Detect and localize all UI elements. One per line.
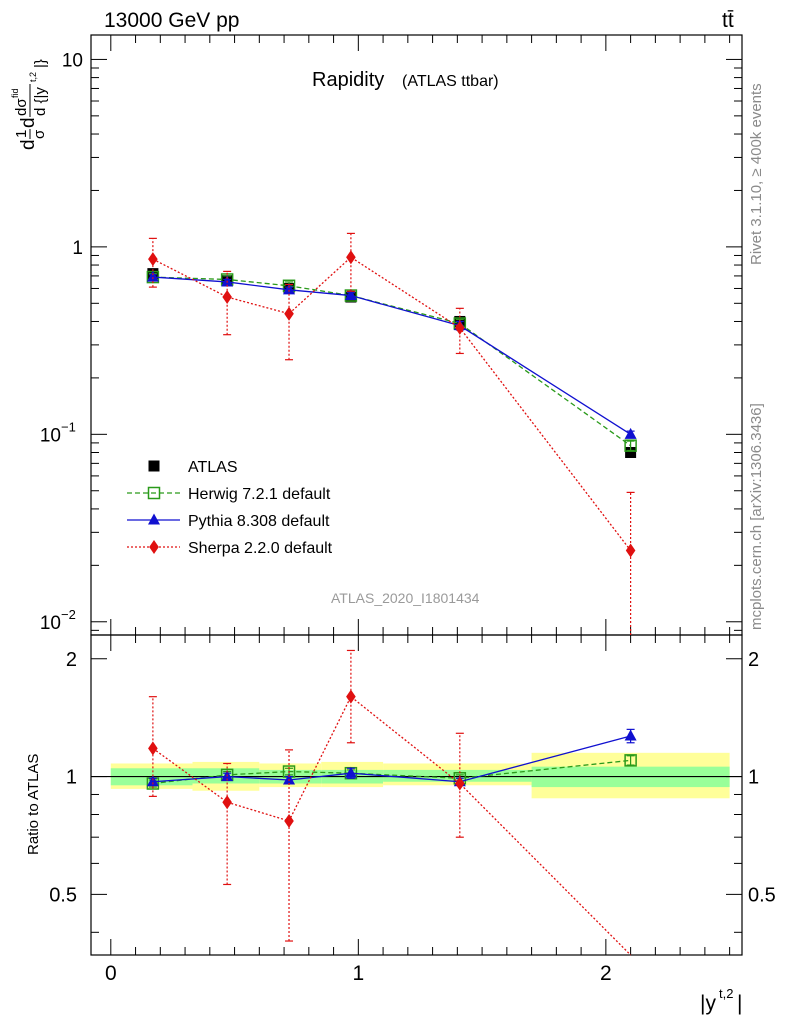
- energy-label: 13000 GeV pp: [104, 9, 239, 32]
- series-line: [152, 759, 631, 785]
- svg-text:t,2: t,2: [28, 72, 38, 82]
- chart-subtitle: (ATLAS ttbar): [402, 73, 499, 90]
- data-point: [625, 446, 637, 458]
- legend-item: Pythia 8.308 default: [127, 513, 330, 530]
- legend-label: ATLAS: [188, 459, 238, 476]
- svg-text:dσ: dσ: [13, 98, 30, 116]
- svg-text:|: |: [737, 992, 742, 1015]
- main-y-tick-label: 1: [72, 238, 83, 259]
- chart-title: Rapidity: [312, 69, 384, 91]
- main-series-layer: [146, 232, 637, 635]
- legend: ATLAS Herwig 7.2.1 default Pythia 8.308 de…: [127, 459, 333, 557]
- analysis-watermark: ATLAS_2020_I1801434: [331, 590, 480, 606]
- band-inner: [383, 769, 532, 782]
- ratio-plot-frame: [90, 634, 743, 956]
- series-pythia: [146, 270, 637, 439]
- mcplots-label: mcplots.cern.ch [arXiv:1306.3436]: [748, 403, 765, 630]
- svg-text:σ: σ: [31, 129, 48, 139]
- data-point: [624, 439, 637, 452]
- ratio-series-layer: [146, 649, 637, 956]
- data-point: [283, 283, 296, 295]
- svg-text:d: d: [18, 139, 39, 150]
- ratio-y-tick-label: 1: [66, 767, 77, 789]
- series-line: [152, 695, 632, 956]
- ratio-y-tick-label-right: 0.5: [748, 884, 776, 906]
- data-point: [344, 289, 357, 301]
- svg-text:|y: |y: [700, 992, 716, 1015]
- series-line: [152, 276, 631, 447]
- data-point: [284, 306, 294, 321]
- rivet-version-label: Rivet 3.1.10, ≥ 400k events: [748, 83, 765, 265]
- series-line: [152, 735, 631, 783]
- data-point: [147, 486, 161, 500]
- legend-item: Herwig 7.2.1 default: [127, 486, 331, 503]
- svg-text:−2: −2: [61, 607, 76, 622]
- ratio-axis-ticks: 0 1 2 0.5 0.5 1 1 2 2: [49, 619, 776, 985]
- main-y-tick-label: 10: [62, 50, 83, 71]
- main-y-tick-label: 10 −2: [40, 607, 76, 634]
- svg-text:fid: fid: [10, 88, 20, 98]
- series-atlas: [147, 268, 637, 458]
- legend-label: Sherpa 2.2.0 default: [188, 540, 333, 557]
- process-label: tt̄: [722, 9, 734, 32]
- data-point: [625, 543, 636, 558]
- data-point: [624, 427, 637, 439]
- legend-label: Herwig 7.2.1 default: [188, 486, 331, 503]
- ratio-y-tick-label: 0.5: [49, 884, 77, 906]
- data-point: [146, 775, 159, 787]
- svg-text:−1: −1: [61, 419, 76, 434]
- svg-text:10: 10: [40, 425, 61, 446]
- x-tick-label: 0: [105, 962, 117, 985]
- ratio-y-tick-label-right: 2: [748, 649, 759, 671]
- series-line: [152, 276, 631, 435]
- svg-text:10: 10: [62, 50, 83, 71]
- data-point: [148, 252, 158, 267]
- data-point: [283, 773, 296, 785]
- legend-item: ATLAS: [148, 459, 238, 476]
- data-point: [148, 741, 158, 756]
- data-point: [148, 513, 160, 525]
- x-tick-label: 2: [600, 962, 612, 985]
- data-point: [146, 270, 159, 282]
- series-sherpa: [148, 232, 636, 635]
- data-point: [222, 290, 232, 305]
- ratio-y-tick-label-right: 1: [748, 767, 759, 789]
- svg-text:|}: |}: [32, 59, 49, 68]
- data-point: [346, 689, 356, 704]
- x-tick-label: 1: [352, 962, 364, 985]
- svg-text:1: 1: [72, 238, 83, 259]
- data-point: [624, 729, 637, 741]
- legend-item: Sherpa 2.2.0 default: [127, 540, 333, 557]
- svg-text:1: 1: [13, 130, 30, 138]
- data-point: [148, 460, 160, 472]
- data-point: [222, 795, 232, 810]
- series-sherpa: [148, 649, 632, 956]
- legend-label: Pythia 8.308 default: [188, 513, 330, 530]
- data-point: [455, 320, 465, 335]
- svg-text:d {|y: d {|y: [32, 87, 49, 116]
- data-point: [346, 250, 356, 265]
- series-line: [152, 256, 632, 551]
- data-point: [344, 766, 357, 778]
- x-axis-label: |y t,2 |: [700, 986, 742, 1015]
- ratio-y-tick-label: 2: [66, 649, 77, 671]
- ratio-uncertainty-bands: [91, 752, 742, 799]
- data-point: [284, 813, 294, 828]
- data-point: [455, 776, 465, 791]
- data-point: [149, 540, 159, 554]
- main-y-axis-label: d 1 σ d dσ fid d {|y t,2 |}: [10, 59, 49, 150]
- main-y-tick-label: 10 −1: [40, 419, 76, 446]
- svg-text:d: d: [18, 117, 39, 128]
- ratio-y-axis-label: Ratio to ATLAS: [25, 754, 42, 855]
- series-herwig: [146, 270, 637, 452]
- data-point: [624, 754, 637, 767]
- svg-text:10: 10: [40, 613, 61, 634]
- svg-text:t,2: t,2: [719, 986, 733, 1001]
